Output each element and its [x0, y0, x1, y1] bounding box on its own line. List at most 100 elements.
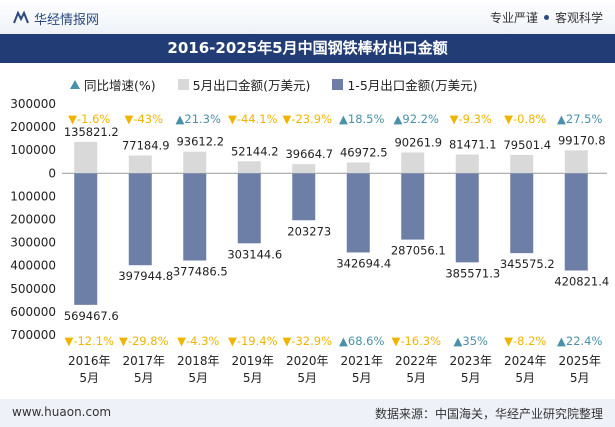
data-label-monthly: 52144.2	[231, 144, 279, 158]
data-label-cumulative: 377486.5	[173, 264, 228, 278]
chart-plot: 300000 200000 100000 0 100000 200000 300000 400…	[10, 97, 609, 385]
yoy-label-cumulative: ▲22.4%	[557, 334, 602, 348]
x-tick-label-year: 2022年	[395, 354, 438, 368]
yoy-label-cumulative: ▲35%	[454, 334, 488, 348]
data-label-cumulative: 569467.6	[64, 309, 119, 323]
data-label-monthly: 79501.4	[503, 138, 551, 152]
bar-cumulative	[401, 173, 425, 240]
legend-label-yoy: 同比增速(%)	[84, 78, 156, 93]
legend-item-yoy: 同比增速(%)	[70, 75, 156, 94]
yoy-label-monthly: ▼-44.1%	[228, 112, 278, 126]
yoy-label-monthly: ▲92.2%	[394, 112, 439, 126]
y-tick-label: 300000	[10, 97, 56, 111]
legend-swatch-monthly	[177, 79, 189, 90]
y-tick-label: 100000	[10, 189, 56, 203]
data-label-cumulative: 420821.4	[554, 275, 609, 289]
bar-cumulative	[564, 173, 588, 271]
brand: 华经情报网	[12, 8, 99, 28]
slogan-1: 专业严谨	[489, 11, 538, 25]
y-tick-label: 400000	[10, 259, 56, 273]
bar-monthly	[564, 150, 588, 174]
x-tick-label-year: 2023年	[449, 354, 492, 368]
bar-monthly	[401, 152, 425, 174]
brand-name: 华经情报网	[34, 12, 100, 28]
yoy-label-cumulative: ▲68.6%	[339, 334, 384, 348]
data-label-cumulative: 303144.6	[227, 247, 282, 261]
bullet-icon	[543, 15, 549, 20]
x-tick-label-month: 5月	[406, 371, 426, 385]
slogan-2: 客观科学	[554, 11, 603, 25]
x-tick-label-month: 5月	[243, 371, 263, 385]
x-tick-label-month: 5月	[188, 371, 208, 385]
yoy-label-monthly: ▼-9.3%	[450, 112, 492, 126]
yoy-label-cumulative: ▼-16.3%	[391, 334, 441, 348]
bar-cumulative	[183, 173, 207, 261]
legend-swatch-cumulative	[332, 79, 344, 90]
data-label-monthly: 77184.9	[122, 138, 170, 152]
y-tick-label: 300000	[10, 236, 56, 250]
bar-monthly	[74, 141, 98, 174]
footer: www.huaon.com 数据来源：中国海关，华经产业研究院整理	[0, 399, 615, 427]
legend-label-monthly: 5月出口金额(万美元)	[192, 78, 311, 93]
data-label-monthly: 135821.2	[64, 125, 119, 139]
data-label-cumulative: 203273	[287, 224, 331, 238]
x-tick-label-year: 2018年	[177, 354, 220, 368]
data-label-monthly: 81471.1	[449, 137, 497, 151]
bar-monthly	[292, 164, 316, 174]
x-tick-label-year: 2016年	[68, 354, 111, 368]
yoy-label-cumulative: ▼-19.4%	[228, 334, 278, 348]
x-tick-label-month: 5月	[352, 371, 372, 385]
yoy-label-monthly: ▼-0.8%	[504, 112, 546, 126]
footer-source: 数据来源：中国海关，华经产业研究院整理	[374, 407, 603, 421]
up-triangle-icon	[70, 80, 80, 89]
header-slogan: 专业严谨 客观科学	[490, 9, 603, 26]
y-tick-label: 600000	[10, 305, 56, 319]
x-tick-label-year: 2024年	[504, 354, 547, 368]
legend-label-cumulative: 1-5月出口金额(万美元)	[347, 78, 478, 93]
bar-monthly	[510, 154, 534, 174]
brand-logo-icon	[13, 10, 29, 24]
data-label-monthly: 90261.9	[394, 135, 442, 149]
yoy-label-cumulative: ▼-29.8%	[119, 334, 169, 348]
bar-monthly	[128, 155, 152, 174]
legend-item-cumulative: 1-5月出口金额(万美元)	[332, 75, 478, 94]
x-tick-label-month: 5月	[461, 371, 481, 385]
yoy-label-cumulative: ▼-32.9%	[282, 334, 332, 348]
y-tick-label: 700000	[10, 328, 56, 342]
data-label-cumulative: 385571.3	[445, 266, 500, 280]
data-label-monthly: 39664.7	[285, 147, 333, 161]
yoy-label-cumulative: ▼-8.2%	[504, 334, 546, 348]
bar-monthly	[237, 161, 261, 174]
data-label-cumulative: 287056.1	[391, 244, 446, 258]
data-label-cumulative: 342694.4	[336, 256, 391, 270]
x-tick-label-year: 2019年	[231, 354, 274, 368]
bar-cumulative	[510, 173, 534, 254]
y-tick-label: 200000	[10, 120, 56, 134]
top-bar: 华经情报网 专业严谨 客观科学	[0, 0, 615, 34]
data-label-cumulative: 345575.2	[500, 257, 555, 271]
bar-cumulative	[74, 173, 98, 305]
yoy-label-monthly: ▼-23.9%	[282, 112, 332, 126]
yoy-label-monthly: ▲18.5%	[339, 112, 384, 126]
yoy-label-monthly: ▲27.5%	[557, 112, 602, 126]
data-label-cumulative: 397944.8	[118, 269, 173, 283]
chart-legend: 同比增速(%) 5月出口金额(万美元) 1-5月出口金额(万美元)	[70, 75, 478, 94]
bar-cumulative	[237, 173, 261, 244]
bar-cumulative	[346, 173, 370, 253]
legend-item-monthly: 5月出口金额(万美元)	[177, 75, 311, 94]
y-tick-label: 0	[48, 166, 56, 180]
x-tick-label-month: 5月	[515, 371, 535, 385]
x-tick-label-month: 5月	[79, 371, 99, 385]
x-tick-label-month: 5月	[570, 371, 590, 385]
x-tick-label-year: 2021年	[340, 354, 383, 368]
y-tick-label: 500000	[10, 282, 56, 296]
x-tick-label-month: 5月	[297, 371, 317, 385]
x-tick-label-year: 2017年	[122, 354, 165, 368]
y-tick-label: 100000	[10, 143, 56, 157]
y-tick-label: 200000	[10, 213, 56, 227]
data-label-monthly: 99170.8	[558, 133, 606, 147]
yoy-label-monthly: ▼-1.6%	[68, 112, 110, 126]
bar-cumulative	[128, 173, 152, 266]
bar-monthly	[183, 151, 207, 174]
yoy-label-cumulative: ▼-12.1%	[64, 334, 114, 348]
